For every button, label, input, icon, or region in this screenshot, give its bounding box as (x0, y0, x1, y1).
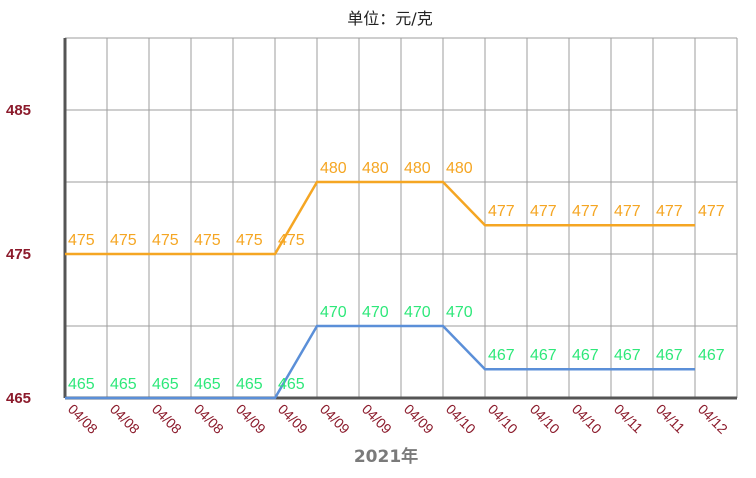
x-tick-label: 04/08 (65, 401, 101, 437)
y-tick-label: 485 (6, 102, 31, 119)
x-tick-label: 04/12 (695, 401, 731, 437)
data-label: 477 (530, 203, 557, 220)
data-label: 477 (698, 203, 725, 220)
x-tick-label: 04/08 (191, 401, 227, 437)
data-label: 467 (698, 347, 725, 364)
data-label: 477 (614, 203, 641, 220)
x-tick-label: 04/11 (611, 401, 647, 437)
data-label: 475 (152, 232, 179, 249)
x-tick-label: 04/08 (107, 401, 143, 437)
x-tick-label: 04/09 (359, 401, 395, 437)
series-group: 475 475 475 475 475 475 480 480 480 480 477 477 477 4… (65, 160, 725, 400)
data-label: 470 (320, 304, 347, 321)
x-tick-label: 04/08 (149, 401, 185, 437)
data-label: 475 (278, 232, 305, 249)
series-line-1 (65, 324, 695, 400)
data-label: 467 (530, 347, 557, 364)
y-axis-ticks: 465 475 485 (6, 102, 31, 407)
data-label: 477 (572, 203, 599, 220)
x-axis-ticks: 04/08 04/08 04/08 04/08 04/09 04/09 04/09 04/09… (65, 401, 731, 437)
data-label: 465 (278, 376, 305, 393)
chart-title: 单位：元/克 (347, 9, 432, 28)
data-label: 475 (194, 232, 221, 249)
data-label: 465 (236, 376, 263, 393)
data-label: 465 (68, 376, 95, 393)
data-label: 467 (572, 347, 599, 364)
x-tick-label: 04/09 (275, 401, 311, 437)
x-axis-label: 2021年 (354, 446, 418, 467)
x-tick-label: 04/09 (317, 401, 353, 437)
x-tick-label: 04/09 (233, 401, 269, 437)
data-label: 477 (488, 203, 515, 220)
data-label: 477 (656, 203, 683, 220)
data-label: 470 (362, 304, 389, 321)
series-line-0 (65, 180, 695, 256)
data-label: 480 (362, 160, 389, 177)
data-label: 465 (110, 376, 137, 393)
x-tick-label: 04/11 (653, 401, 689, 437)
data-label: 465 (194, 376, 221, 393)
data-label: 480 (320, 160, 347, 177)
x-tick-label: 04/10 (485, 401, 521, 437)
y-tick-label: 465 (6, 390, 31, 407)
data-label: 480 (404, 160, 431, 177)
data-label: 465 (152, 376, 179, 393)
data-label: 467 (488, 347, 515, 364)
data-label: 470 (446, 304, 473, 321)
data-label: 470 (404, 304, 431, 321)
data-label: 475 (236, 232, 263, 249)
data-label: 475 (110, 232, 137, 249)
x-tick-label: 04/09 (401, 401, 437, 437)
data-label: 480 (446, 160, 473, 177)
data-label: 467 (656, 347, 683, 364)
x-tick-label: 04/10 (569, 401, 605, 437)
y-tick-label: 475 (6, 246, 31, 263)
data-label: 475 (68, 232, 95, 249)
x-tick-label: 04/10 (527, 401, 563, 437)
x-tick-label: 04/10 (443, 401, 479, 437)
data-label: 467 (614, 347, 641, 364)
